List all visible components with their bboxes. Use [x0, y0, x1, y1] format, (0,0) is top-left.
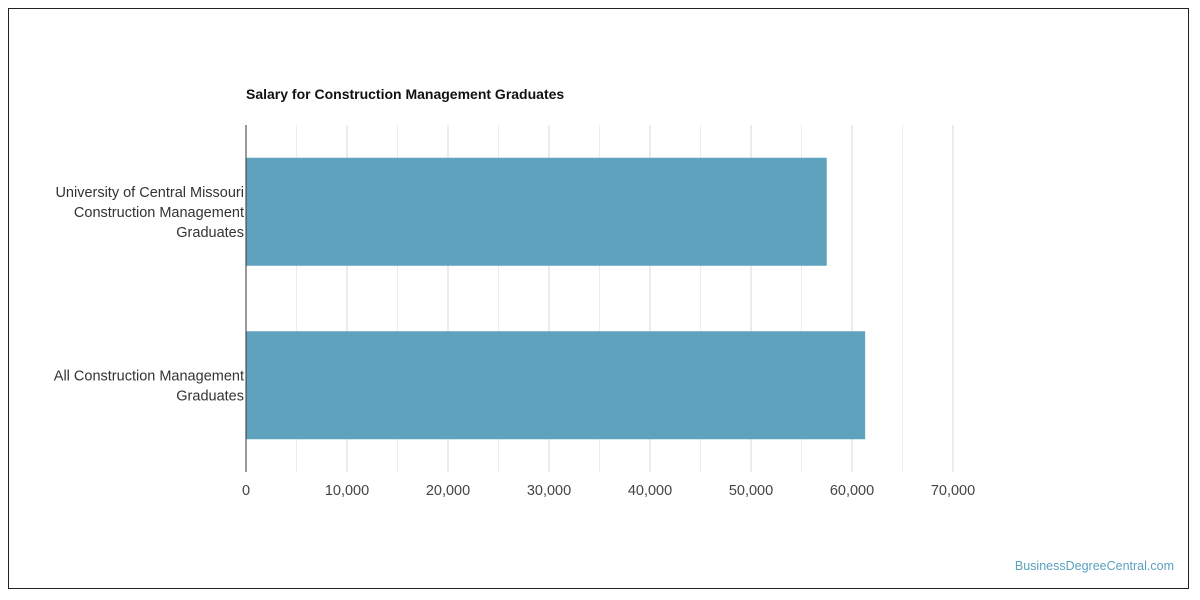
category-labels: University of Central Missouri Constructi…: [54, 185, 244, 405]
chart-title: Salary for Construction Management Gradu…: [246, 86, 564, 102]
bar: [246, 157, 827, 266]
x-tick-label: 30,000: [527, 483, 571, 499]
x-tick-label: 10,000: [325, 483, 369, 499]
x-tick-label: 20,000: [426, 483, 470, 499]
x-tick-labels: 0 10,000 20,000 30,000 40,000 50,000 60,000 70,…: [242, 483, 975, 499]
x-tick-label: 40,000: [628, 483, 672, 499]
x-tick-label: 60,000: [830, 483, 874, 499]
x-tick-label: 50,000: [729, 483, 773, 499]
x-tick-label: 70,000: [931, 483, 975, 499]
x-tick-label: 0: [242, 483, 250, 499]
bar: [246, 331, 866, 440]
bars: [246, 157, 866, 440]
chart-frame: Salary for Construction Management Gradu…: [8, 8, 1189, 589]
category-label: All Construction Management Graduates: [54, 368, 244, 404]
bar-chart: Salary for Construction Management Gradu…: [54, 86, 975, 499]
category-label: University of Central Missouri Constructi…: [55, 185, 244, 241]
watermark: BusinessDegreeCentral.com: [1014, 559, 1174, 573]
